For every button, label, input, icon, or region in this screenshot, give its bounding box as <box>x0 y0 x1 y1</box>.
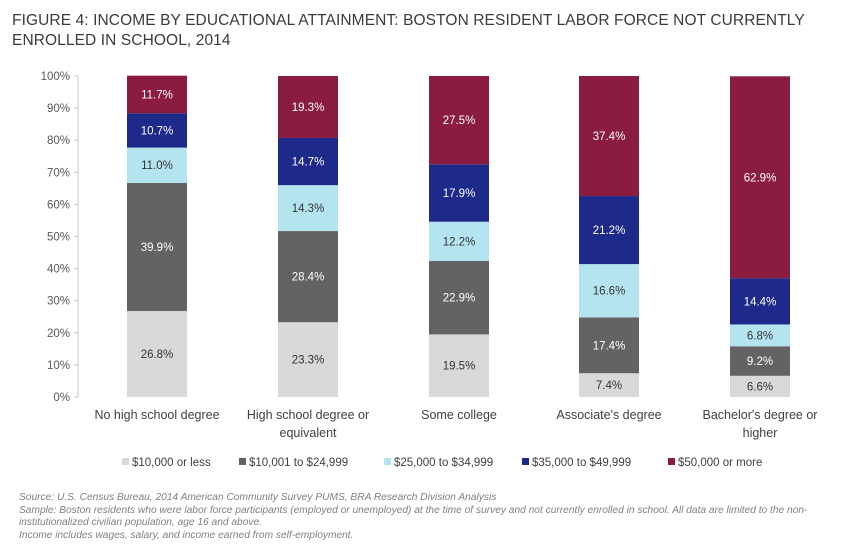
legend-label: $10,001 to $24,999 <box>249 457 348 469</box>
data-label: 37.4% <box>593 131 626 143</box>
bar-segment <box>127 113 187 148</box>
bar-segment <box>278 231 338 323</box>
data-label: 21.2% <box>593 225 626 237</box>
y-tick-label: 90% <box>47 103 70 115</box>
data-label: 6.6% <box>747 381 773 393</box>
y-tick-label: 60% <box>47 199 70 211</box>
bar-segment <box>579 317 639 374</box>
data-label: 27.5% <box>443 115 476 127</box>
y-tick-label: 70% <box>47 167 70 179</box>
legend-label: $10,000 or less <box>132 457 211 469</box>
data-label: 23.3% <box>292 355 325 367</box>
data-label: 6.8% <box>747 330 773 342</box>
data-label: 7.4% <box>596 380 622 392</box>
bar-segment <box>127 75 187 114</box>
bar-segment <box>278 322 338 397</box>
stacked-bar-chart: 0% 10% 20% 30% 40% 50% 60% 70% 80% 90% 100% 26.8% 39… <box>41 71 818 469</box>
bar-segment <box>127 310 187 397</box>
bar-segment <box>730 324 790 347</box>
legend-swatch <box>239 458 246 465</box>
data-label: 28.4% <box>292 272 325 284</box>
y-tick-label: 40% <box>47 264 70 276</box>
y-tick-label: 10% <box>47 360 70 372</box>
legend-swatch <box>384 458 391 465</box>
legend-label: $50,000 or more <box>678 457 762 469</box>
bar-segment <box>429 164 489 222</box>
data-label: 19.3% <box>292 102 325 114</box>
y-tick-label: 50% <box>47 232 70 244</box>
y-tick-label: 30% <box>47 296 70 308</box>
source-note: Source: U.S. Census Bureau, 2014 America… <box>19 492 497 503</box>
legend-label: $25,000 to $34,999 <box>394 457 493 469</box>
x-category-label: Some college <box>421 408 497 422</box>
bar-segment <box>278 185 338 232</box>
income-note: Income includes wages, salary, and incom… <box>19 529 354 541</box>
bar-segment <box>278 76 338 138</box>
bar-segment <box>730 375 790 397</box>
data-label: 17.4% <box>593 340 626 352</box>
bar-segment <box>429 334 489 397</box>
legend-swatch <box>122 458 129 465</box>
y-tick-label: 0% <box>53 392 70 404</box>
bar-segment <box>730 278 790 325</box>
x-category-label: High school degree or <box>247 408 369 422</box>
data-label: 17.9% <box>443 188 476 200</box>
bar-segment <box>127 182 187 311</box>
bar-segment <box>730 76 790 279</box>
y-tick-label: 20% <box>47 328 70 340</box>
bar-segment <box>127 147 187 183</box>
data-label: 26.8% <box>141 349 174 361</box>
data-label: 39.9% <box>141 242 174 254</box>
data-label: 10.7% <box>141 125 174 137</box>
data-label: 14.7% <box>292 157 325 169</box>
chart-title: FIGURE 4: INCOME BY EDUCATIONAL ATTAINME… <box>12 12 805 49</box>
data-label: 14.3% <box>292 203 325 215</box>
data-label: 11.7% <box>141 89 173 101</box>
data-label: 16.6% <box>593 286 626 298</box>
bar-segment <box>579 196 639 265</box>
x-category-label: Bachelor's degree or <box>703 408 818 422</box>
x-category-label: Associate's degree <box>556 408 661 422</box>
bar-segment <box>429 260 489 335</box>
y-tick-label: 80% <box>47 135 70 147</box>
bar-segment <box>278 137 338 186</box>
data-label: 22.9% <box>443 293 476 305</box>
bar-segment <box>730 346 790 376</box>
bar-segment <box>579 76 639 197</box>
footnotes: Source: U.S. Census Bureau, 2014 America… <box>19 492 849 542</box>
data-label: 19.5% <box>443 361 476 373</box>
sample-note: Sample: Boston residents who were labor … <box>19 504 808 529</box>
bar-segment <box>579 264 639 318</box>
x-category-label: No high school degree <box>94 408 219 422</box>
data-label: 9.2% <box>747 356 773 368</box>
bar-segment <box>429 76 489 165</box>
y-tick-label: 100% <box>41 71 70 83</box>
data-label: 14.4% <box>744 296 777 308</box>
bar-segment <box>579 373 639 397</box>
x-category-label: higher <box>743 426 778 440</box>
legend-label: $35,000 to $49,999 <box>532 457 631 469</box>
legend-swatch <box>668 458 675 465</box>
data-label: 11.0% <box>141 160 173 172</box>
bar-segment <box>429 221 489 261</box>
legend-swatch <box>522 458 529 465</box>
x-category-label: equivalent <box>280 426 338 440</box>
data-label: 12.2% <box>443 236 476 248</box>
data-label: 62.9% <box>744 172 777 184</box>
